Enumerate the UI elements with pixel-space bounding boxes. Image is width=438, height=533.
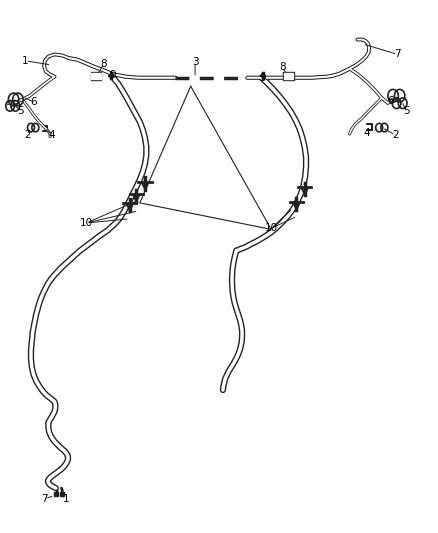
Text: 4: 4: [48, 130, 55, 140]
Text: 9: 9: [259, 73, 266, 83]
Text: 9: 9: [109, 70, 116, 79]
Bar: [284, 74, 293, 79]
Text: 7: 7: [394, 50, 401, 59]
Text: 7: 7: [42, 494, 48, 504]
Bar: [91, 72, 102, 80]
Text: 5: 5: [403, 106, 410, 116]
Text: 4: 4: [364, 128, 370, 138]
Bar: [92, 74, 101, 79]
Text: 1: 1: [63, 494, 69, 504]
Text: 1: 1: [22, 56, 28, 66]
Text: 5: 5: [18, 106, 24, 116]
Bar: [54, 492, 58, 496]
Text: 2: 2: [24, 130, 31, 140]
Text: 3: 3: [192, 58, 198, 67]
Text: 10: 10: [265, 223, 278, 233]
Text: 2: 2: [392, 130, 399, 140]
Text: 6: 6: [31, 97, 37, 107]
Bar: [283, 72, 294, 80]
Text: 8: 8: [100, 59, 107, 69]
Text: 8: 8: [279, 62, 286, 72]
Text: 6: 6: [388, 96, 394, 106]
Text: 10: 10: [80, 218, 93, 228]
Bar: [60, 492, 64, 496]
